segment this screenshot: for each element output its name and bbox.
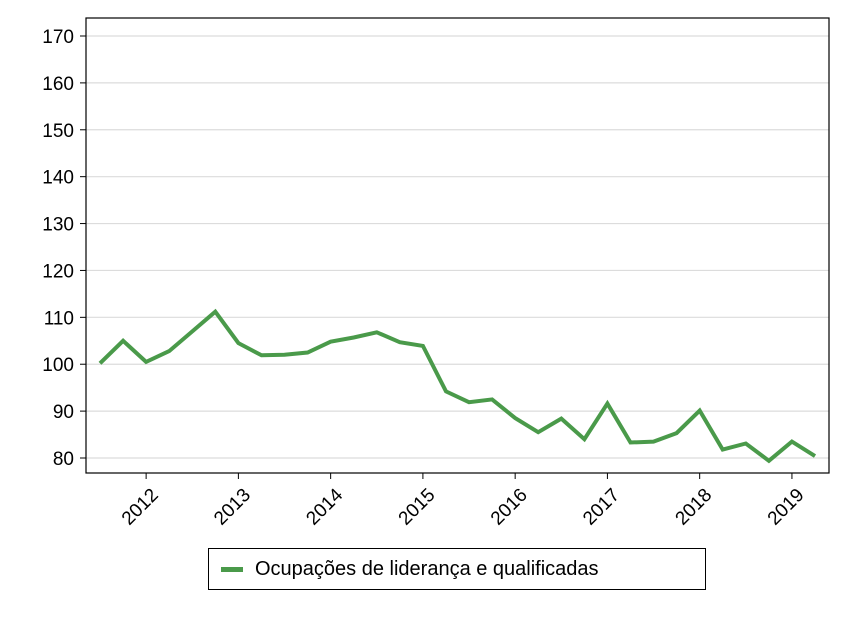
y-tick-label: 140 (42, 168, 74, 189)
x-tick-label: 2014 (302, 484, 347, 529)
y-tick-label: 120 (42, 261, 74, 282)
y-tick-label: 130 (42, 215, 74, 236)
legend-swatch (221, 566, 243, 572)
plot-frame (85, 17, 830, 474)
y-tick-label: 160 (42, 74, 74, 95)
y-tick-label: 170 (42, 27, 74, 48)
y-tick-label: 150 (42, 121, 74, 142)
x-tick-label: 2017 (579, 485, 624, 530)
x-tick-label: 2013 (210, 485, 255, 530)
y-tick-label: 80 (53, 449, 74, 470)
series-line (98, 308, 817, 464)
series-layer (98, 308, 817, 464)
legend: Ocupações de liderança e qualificadas (208, 548, 706, 590)
y-tick-label: 90 (53, 402, 74, 423)
y-tick-label: 110 (44, 308, 74, 329)
x-tick-label: 2015 (395, 485, 440, 530)
x-tick-label: 2018 (672, 485, 717, 530)
y-tick-label: 100 (42, 355, 74, 376)
x-tick-label: 2019 (764, 485, 809, 530)
legend-label: Ocupações de liderança e qualificadas (255, 557, 599, 580)
y-axis: 80 90 100 110 120 130 140 150 160 170 (42, 27, 86, 470)
x-tick-label: 2012 (118, 485, 163, 530)
x-tick-label: 2016 (487, 485, 532, 530)
x-axis: 2012 2013 2014 2015 2016 2017 2018 2019 (118, 473, 809, 529)
